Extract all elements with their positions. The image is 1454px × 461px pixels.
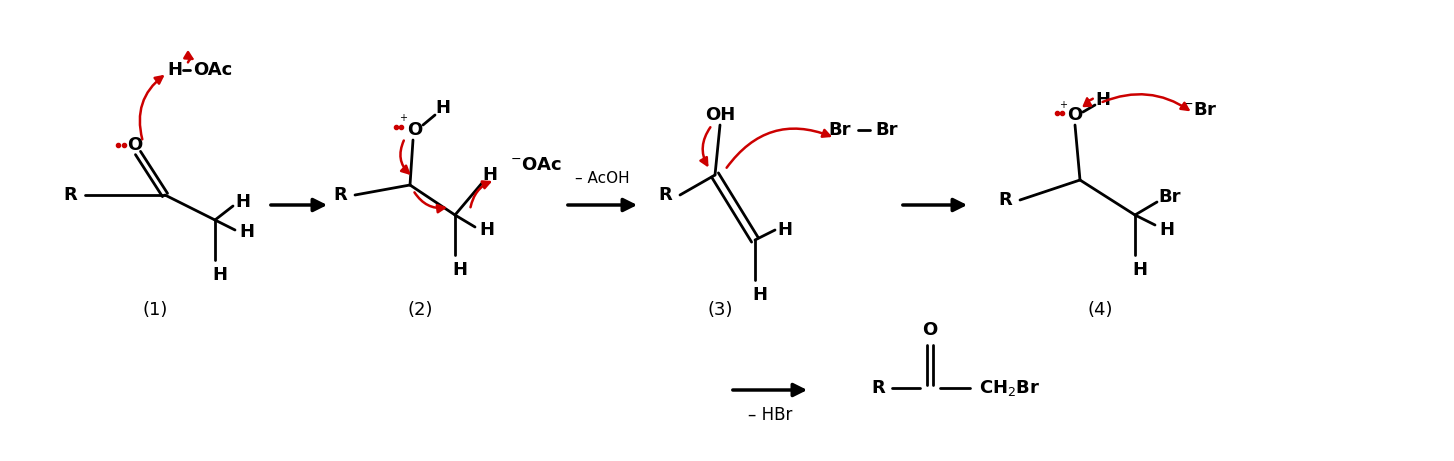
Text: R: R xyxy=(63,186,77,204)
Text: H: H xyxy=(167,61,183,79)
Text: H: H xyxy=(480,221,494,239)
Text: O: O xyxy=(1067,106,1083,124)
Text: H: H xyxy=(240,223,254,241)
Text: Br: Br xyxy=(829,121,851,139)
Text: H: H xyxy=(1095,91,1111,109)
Text: O: O xyxy=(128,136,142,154)
Text: H: H xyxy=(778,221,792,239)
Text: O: O xyxy=(407,121,423,139)
Text: R: R xyxy=(997,191,1012,209)
Text: (3): (3) xyxy=(707,301,733,319)
Text: H: H xyxy=(1133,261,1147,279)
Text: – HBr: – HBr xyxy=(747,406,792,424)
Text: H: H xyxy=(483,166,497,184)
Text: H: H xyxy=(452,261,468,279)
Text: R: R xyxy=(659,186,672,204)
Text: $^{-}$Br: $^{-}$Br xyxy=(1182,101,1218,119)
Text: H: H xyxy=(1159,221,1175,239)
Text: Br: Br xyxy=(875,121,899,139)
Text: (1): (1) xyxy=(142,301,167,319)
Text: CH$_2$Br: CH$_2$Br xyxy=(979,378,1041,398)
Text: H: H xyxy=(436,99,451,117)
Text: $^+$: $^+$ xyxy=(1057,100,1069,114)
Text: H: H xyxy=(753,286,768,304)
Text: – AcOH: – AcOH xyxy=(574,171,630,185)
Text: $^+$: $^+$ xyxy=(397,113,409,127)
Text: (4): (4) xyxy=(1088,301,1112,319)
Text: R: R xyxy=(871,379,885,397)
Text: OH: OH xyxy=(705,106,736,124)
Text: H: H xyxy=(212,266,227,284)
Text: O: O xyxy=(922,321,938,339)
Text: (2): (2) xyxy=(407,301,433,319)
Text: H: H xyxy=(236,193,250,211)
Text: OAc: OAc xyxy=(193,61,233,79)
Text: $^{-}$OAc: $^{-}$OAc xyxy=(510,156,561,174)
Text: Br: Br xyxy=(1159,188,1181,206)
Text: R: R xyxy=(333,186,348,204)
